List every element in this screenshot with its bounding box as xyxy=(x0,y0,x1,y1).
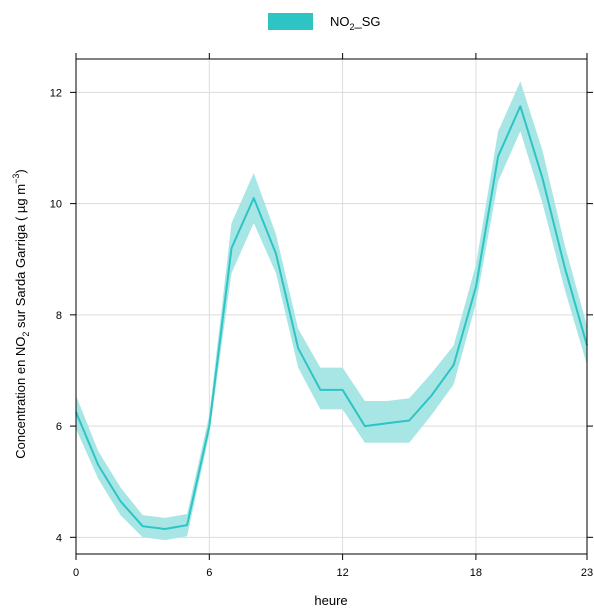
y-tick-label: 6 xyxy=(56,421,62,433)
y-tick-label: 10 xyxy=(50,199,62,211)
x-tick-label: 23 xyxy=(581,567,593,579)
series-line xyxy=(75,105,588,530)
x-tick-label: 18 xyxy=(470,567,482,579)
y-tick-label: 8 xyxy=(56,310,62,322)
y-tick-label: 12 xyxy=(50,87,62,99)
plot-frame xyxy=(75,58,588,555)
confidence-band xyxy=(76,81,587,541)
x-tick-label: 6 xyxy=(206,567,212,579)
confidence-band-layer xyxy=(76,81,587,541)
legend-label: NO2_SG xyxy=(330,14,381,32)
y-axis-title: Concentration en NO2 sur Sarda Garriga (… xyxy=(11,169,31,458)
x-tick-label: 12 xyxy=(336,567,348,579)
tick-labels: 0 6 12 18 23 4 6 8 10 12 xyxy=(50,87,593,579)
legend-swatch xyxy=(268,13,313,30)
y-tick-label: 4 xyxy=(56,532,62,544)
x-tick-label: 0 xyxy=(73,567,79,579)
ticks xyxy=(70,53,593,560)
series-line-layer xyxy=(75,105,588,530)
legend: NO2_SG xyxy=(268,13,381,32)
x-axis-title: heure xyxy=(314,593,347,608)
plot-border xyxy=(75,58,588,555)
